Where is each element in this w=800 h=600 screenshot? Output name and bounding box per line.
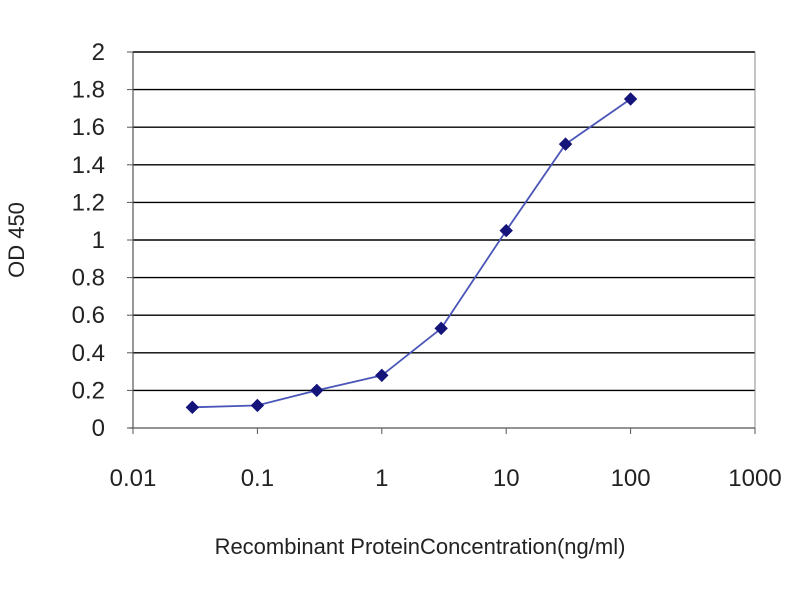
data-point [185,400,200,415]
y-tick-labels: 0 0.2 0.4 0.6 0.8 1 1.2 1.4 1.6 1.8 2 [72,39,105,442]
y-tick-label: 1.4 [72,152,105,179]
y-tick-label: 1 [92,227,105,254]
x-tick-label: 1000 [728,465,781,492]
x-axis-title: Recombinant ProteinConcentration(ng/ml) [215,534,626,559]
grid-layer [133,51,755,392]
y-tick-label: 2 [92,39,105,66]
y-tick-label: 1.6 [72,114,105,141]
data-point [250,398,265,413]
data-point [375,368,389,383]
x-tick-label: 0.1 [241,465,274,492]
data-point [623,92,638,106]
x-tick-label: 0.01 [110,465,157,492]
axis-layer [127,51,756,434]
data-point [434,321,448,336]
y-tick-label: 0.4 [72,340,105,367]
x-tick-label: 10 [493,465,520,492]
x-tick-labels: 0.01 0.1 1 10 100 1000 [110,465,782,492]
y-tick-label: 0.6 [72,302,105,329]
y-tick-label: 0.8 [72,265,105,292]
y-tick-label: 0 [92,415,105,442]
data-point [499,223,513,238]
y-tick-label: 1.8 [72,77,105,104]
y-tick-label: 1.2 [72,189,105,216]
x-tick-label: 1 [375,465,388,492]
data-point [310,383,324,398]
y-axis-title: OD 450 [4,202,29,278]
series-line [192,98,632,409]
x-tick-label: 100 [611,465,651,492]
y-tick-label: 0.2 [72,377,105,404]
data-point [558,137,573,151]
series-layer [185,92,638,415]
